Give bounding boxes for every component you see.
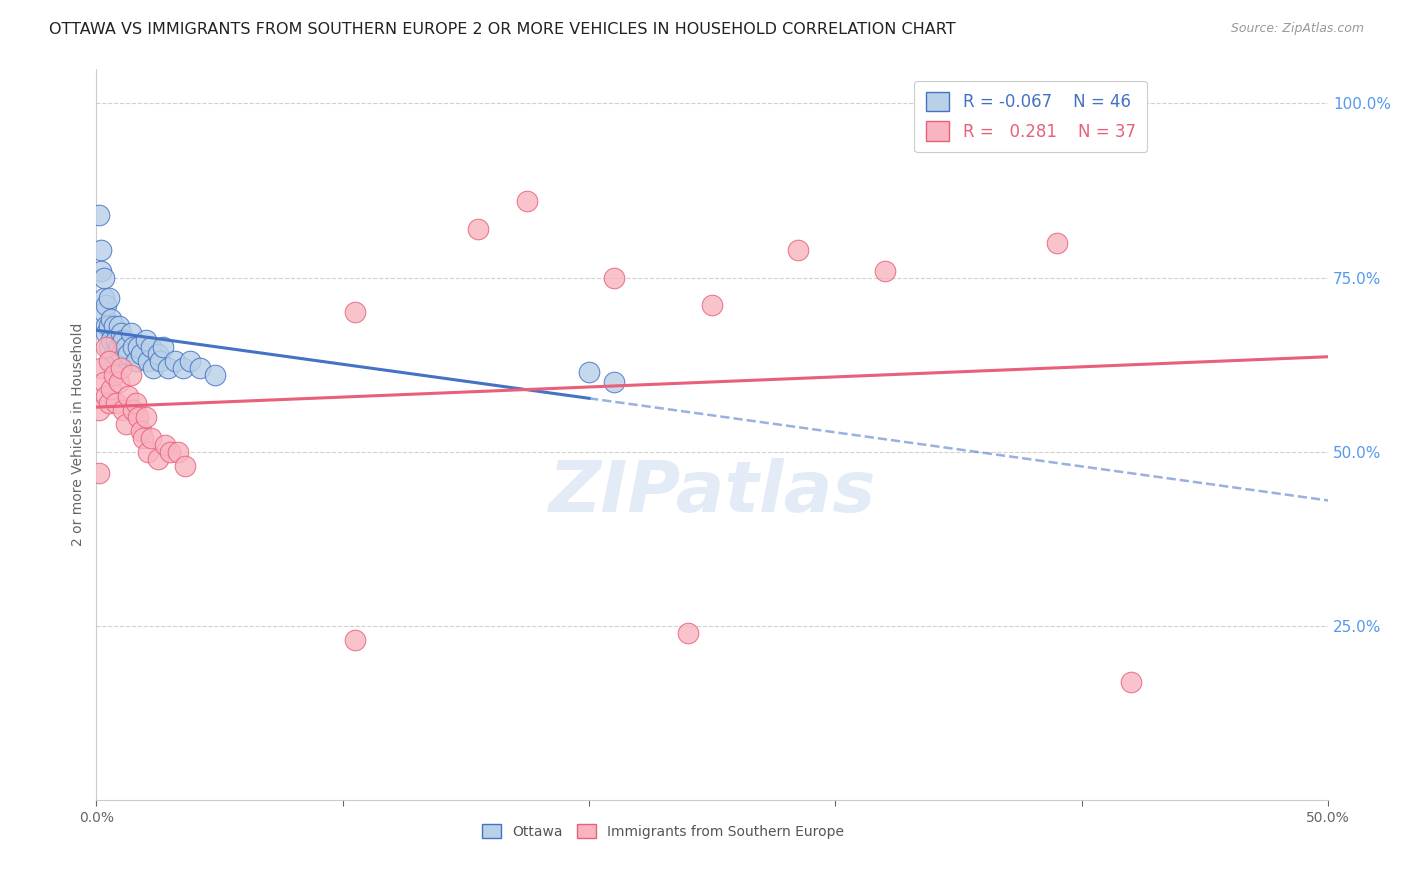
Point xyxy=(93,305,115,319)
Point xyxy=(97,319,120,334)
Point xyxy=(467,221,489,235)
Point xyxy=(105,354,128,368)
Point xyxy=(90,361,112,376)
Point xyxy=(146,347,169,361)
Point xyxy=(93,292,115,306)
Point xyxy=(112,333,135,347)
Point xyxy=(129,424,152,438)
Point xyxy=(132,431,155,445)
Point xyxy=(122,403,145,417)
Point xyxy=(103,368,125,383)
Point xyxy=(110,326,132,341)
Point xyxy=(204,368,226,383)
Point xyxy=(96,389,118,403)
Point xyxy=(93,375,115,389)
Point xyxy=(97,396,120,410)
Text: ZIPatlas: ZIPatlas xyxy=(548,458,876,527)
Point xyxy=(100,382,122,396)
Point xyxy=(344,632,367,647)
Point xyxy=(96,340,118,354)
Point xyxy=(156,361,179,376)
Point xyxy=(117,389,139,403)
Point xyxy=(188,361,211,376)
Point xyxy=(87,466,110,480)
Point xyxy=(107,340,129,354)
Text: OTTAWA VS IMMIGRANTS FROM SOUTHERN EUROPE 2 OR MORE VEHICLES IN HOUSEHOLD CORREL: OTTAWA VS IMMIGRANTS FROM SOUTHERN EUROP… xyxy=(49,22,956,37)
Point xyxy=(87,403,110,417)
Point xyxy=(676,626,699,640)
Point xyxy=(139,431,162,445)
Point xyxy=(115,417,138,431)
Point xyxy=(120,326,142,341)
Point xyxy=(122,340,145,354)
Point xyxy=(172,361,194,376)
Point xyxy=(93,270,115,285)
Legend: Ottawa, Immigrants from Southern Europe: Ottawa, Immigrants from Southern Europe xyxy=(477,819,849,845)
Point xyxy=(127,409,149,424)
Point xyxy=(152,340,174,354)
Point xyxy=(179,354,201,368)
Point xyxy=(149,354,172,368)
Point xyxy=(112,403,135,417)
Point xyxy=(107,319,129,334)
Text: Source: ZipAtlas.com: Source: ZipAtlas.com xyxy=(1230,22,1364,36)
Point xyxy=(120,368,142,383)
Point xyxy=(105,333,128,347)
Point xyxy=(787,243,810,257)
Point xyxy=(97,354,120,368)
Point xyxy=(135,409,157,424)
Point xyxy=(135,333,157,347)
Point xyxy=(136,354,159,368)
Point xyxy=(136,444,159,458)
Point xyxy=(146,451,169,466)
Point xyxy=(100,333,122,347)
Point xyxy=(139,340,162,354)
Point xyxy=(103,347,125,361)
Point xyxy=(100,312,122,326)
Point xyxy=(129,347,152,361)
Point xyxy=(125,354,148,368)
Point xyxy=(127,340,149,354)
Point xyxy=(155,438,177,452)
Point xyxy=(97,340,120,354)
Point xyxy=(602,375,624,389)
Point xyxy=(110,347,132,361)
Point xyxy=(159,444,181,458)
Point xyxy=(344,305,367,319)
Point xyxy=(516,194,538,208)
Point xyxy=(165,354,187,368)
Point xyxy=(105,396,128,410)
Point xyxy=(107,375,129,389)
Point xyxy=(142,361,165,376)
Point xyxy=(96,319,118,334)
Point xyxy=(103,319,125,334)
Point xyxy=(90,243,112,257)
Point xyxy=(90,263,112,277)
Point xyxy=(702,298,724,312)
Point xyxy=(96,326,118,341)
Point xyxy=(110,361,132,376)
Point xyxy=(115,340,138,354)
Point xyxy=(117,347,139,361)
Point xyxy=(1046,235,1069,250)
Point xyxy=(174,458,197,473)
Point xyxy=(125,396,148,410)
Point xyxy=(1119,674,1142,689)
Point xyxy=(578,365,600,379)
Point xyxy=(873,263,896,277)
Point xyxy=(96,298,118,312)
Point xyxy=(602,270,624,285)
Y-axis label: 2 or more Vehicles in Household: 2 or more Vehicles in Household xyxy=(72,323,86,546)
Point xyxy=(97,292,120,306)
Point xyxy=(87,208,110,222)
Point xyxy=(166,444,188,458)
Point xyxy=(100,354,122,368)
